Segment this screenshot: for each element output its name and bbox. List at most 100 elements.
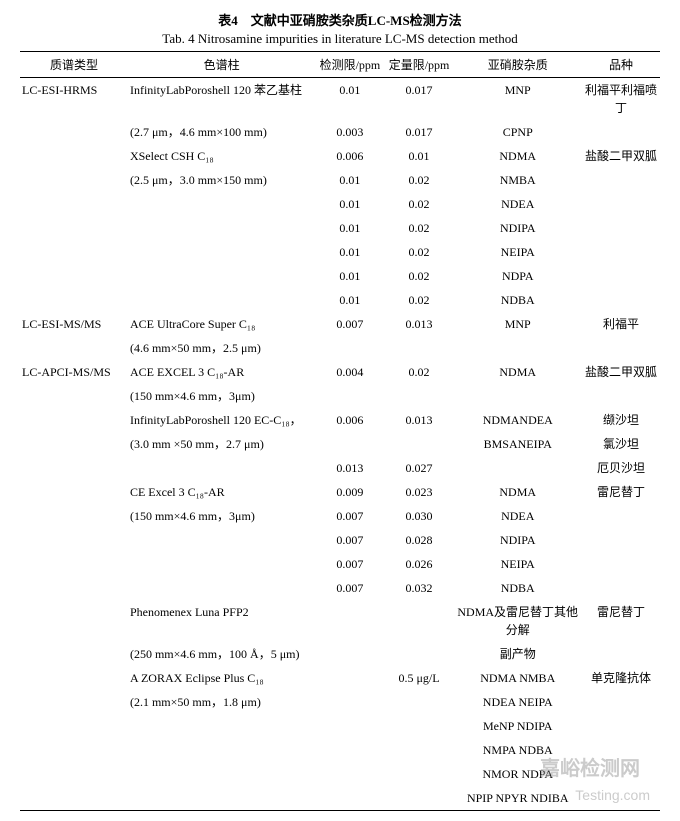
- cell: [20, 762, 128, 786]
- cell: [20, 456, 128, 480]
- table-row: XSelect CSH C₁₈0.0060.01NDMA盐酸二甲双胍: [20, 144, 660, 168]
- cell: 0.02: [384, 216, 453, 240]
- table-row: 0.010.02NDBA: [20, 288, 660, 312]
- table-body: LC-ESI-HRMSInfinityLabPoroshell 120 苯乙基柱…: [20, 78, 660, 811]
- cell: NDIPA: [454, 528, 582, 552]
- cell: NPIP NPYR NDIBA: [454, 786, 582, 811]
- cell: InfinityLabPoroshell 120 EC-C₁₈，: [128, 408, 315, 432]
- title-cn: 表4 文献中亚硝胺类杂质LC-MS检测方法: [20, 10, 660, 29]
- table-row: LC-ESI-MS/MSACE UltraCore Super C₁₈0.007…: [20, 312, 660, 336]
- cell: [384, 738, 453, 762]
- table-row: 0.0130.027厄贝沙坦: [20, 456, 660, 480]
- cell: 0.01: [315, 240, 384, 264]
- cell: 0.030: [384, 504, 453, 528]
- cell: 利福平: [582, 312, 660, 336]
- table-row: 0.010.02NDEA: [20, 192, 660, 216]
- cell: [20, 600, 128, 642]
- cell: 0.013: [315, 456, 384, 480]
- cell: 0.02: [384, 168, 453, 192]
- cell: [582, 690, 660, 714]
- cell: 雷尼替丁: [582, 480, 660, 504]
- cell: [20, 168, 128, 192]
- cell: [128, 576, 315, 600]
- cell: (150 mm×4.6 mm，3μm): [128, 504, 315, 528]
- cell: 0.007: [315, 312, 384, 336]
- cell: (4.6 mm×50 mm，2.5 μm): [128, 336, 315, 360]
- cell: [128, 714, 315, 738]
- cell: [20, 576, 128, 600]
- cell: [454, 336, 582, 360]
- cell: [20, 666, 128, 690]
- cell: [128, 552, 315, 576]
- cell: [20, 240, 128, 264]
- cell: [384, 786, 453, 811]
- table-row: (150 mm×4.6 mm，3μm): [20, 384, 660, 408]
- cell: [582, 714, 660, 738]
- cell: NDEA NEIPA: [454, 690, 582, 714]
- cell: [582, 192, 660, 216]
- cell: [315, 762, 384, 786]
- cell: [20, 384, 128, 408]
- table-row: MeNP NDIPA: [20, 714, 660, 738]
- cell: [384, 762, 453, 786]
- cell: [582, 504, 660, 528]
- cell: Phenomenex Luna PFP2: [128, 600, 315, 642]
- cell: [20, 408, 128, 432]
- watermark-en: Testing.com: [575, 787, 650, 803]
- cell: 0.027: [384, 456, 453, 480]
- cell: BMSANEIPA: [454, 432, 582, 456]
- col-column: 色谱柱: [128, 52, 315, 78]
- cell: (2.1 mm×50 mm，1.8 μm): [128, 690, 315, 714]
- cell: [128, 216, 315, 240]
- table-row: 0.0070.028NDIPA: [20, 528, 660, 552]
- cell: 0.02: [384, 192, 453, 216]
- cell: [384, 336, 453, 360]
- cell: [582, 240, 660, 264]
- cell: [20, 264, 128, 288]
- cell: [582, 642, 660, 666]
- cell: NEIPA: [454, 552, 582, 576]
- cell: MNP: [454, 78, 582, 121]
- col-lod: 检测限/ppm: [315, 52, 384, 78]
- col-impurity: 亚硝胺杂质: [454, 52, 582, 78]
- cell: LC-ESI-HRMS: [20, 78, 128, 121]
- table-row: (2.7 μm，4.6 mm×100 mm)0.0030.017CPNP: [20, 120, 660, 144]
- cell: CE Excel 3 C₁₈-AR: [128, 480, 315, 504]
- cell: [20, 642, 128, 666]
- cell: NDEA: [454, 504, 582, 528]
- cell: 0.013: [384, 312, 453, 336]
- cell: LC-ESI-MS/MS: [20, 312, 128, 336]
- table-row: Phenomenex Luna PFP2NDMA及雷尼替丁其他分解雷尼替丁: [20, 600, 660, 642]
- cell: 0.02: [384, 288, 453, 312]
- cell: 0.5 μg/L: [384, 666, 453, 690]
- cell: [128, 762, 315, 786]
- cell: NDBA: [454, 576, 582, 600]
- cell: NDMA NMBA: [454, 666, 582, 690]
- cell: 盐酸二甲双胍: [582, 144, 660, 168]
- cell: 0.007: [315, 528, 384, 552]
- col-ms-type: 质谱类型: [20, 52, 128, 78]
- cell: NDPA: [454, 264, 582, 288]
- cell: 0.02: [384, 360, 453, 384]
- cell: [582, 288, 660, 312]
- cell: (2.7 μm，4.6 mm×100 mm): [128, 120, 315, 144]
- cell: [315, 690, 384, 714]
- table-row: (4.6 mm×50 mm，2.5 μm): [20, 336, 660, 360]
- cell: [582, 120, 660, 144]
- cell: LC-APCI-MS/MS: [20, 360, 128, 384]
- cell: [315, 786, 384, 811]
- cell: NDEA: [454, 192, 582, 216]
- cell: 0.009: [315, 480, 384, 504]
- table-row: NPIP NPYR NDIBA: [20, 786, 660, 811]
- cell: 0.01: [315, 192, 384, 216]
- cell: [384, 600, 453, 642]
- cell: [454, 384, 582, 408]
- cell: [20, 738, 128, 762]
- cell: 0.02: [384, 240, 453, 264]
- cell: [128, 264, 315, 288]
- table-row: InfinityLabPoroshell 120 EC-C₁₈，0.0060.0…: [20, 408, 660, 432]
- cell: 盐酸二甲双胍: [582, 360, 660, 384]
- cell: InfinityLabPoroshell 120 苯乙基柱: [128, 78, 315, 121]
- cell: 0.017: [384, 78, 453, 121]
- cell: [128, 192, 315, 216]
